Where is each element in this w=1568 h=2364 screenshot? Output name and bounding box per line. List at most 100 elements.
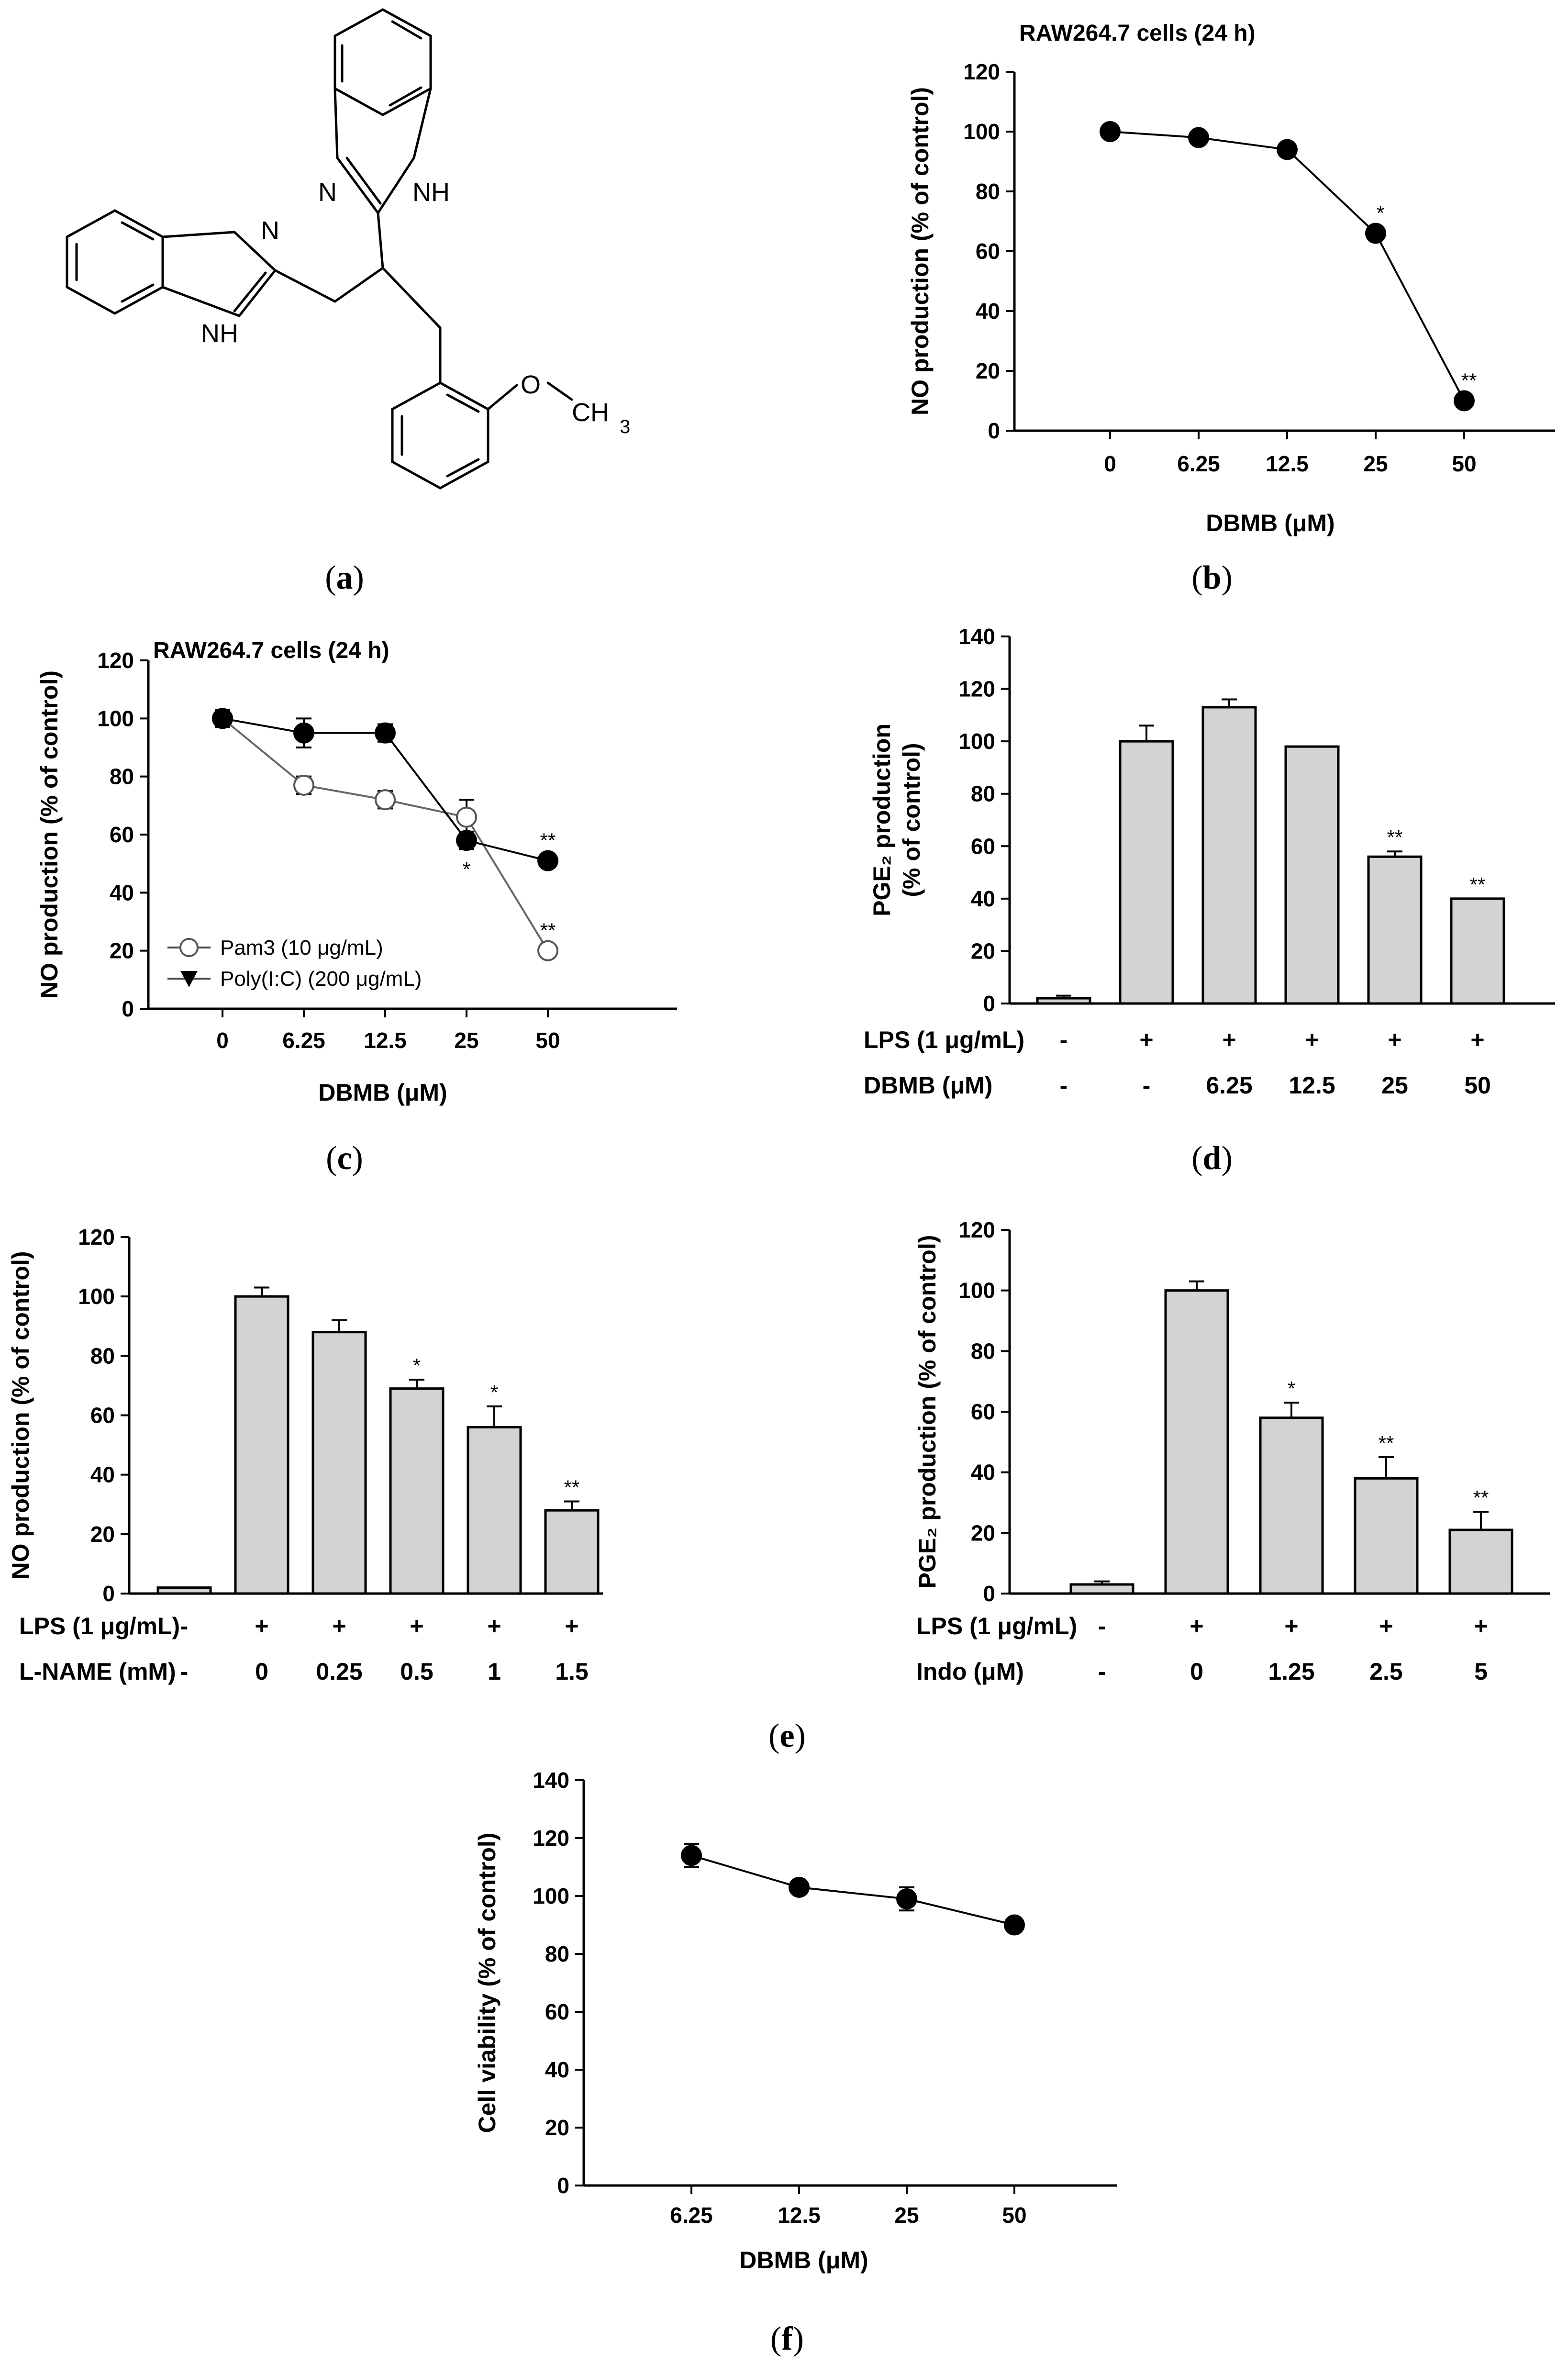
data-point (293, 774, 314, 796)
significance-marker: ** (1379, 1432, 1394, 1454)
y-tick-label: 40 (976, 299, 1000, 323)
significance-marker: ** (564, 1476, 580, 1499)
x-tick-label: 25 (454, 1028, 478, 1053)
chart-e-no-production-lname: 0 20 40 60 80 100 120 NO production (% of contr… (7, 1225, 603, 1685)
y-tick-label: 140 (958, 624, 995, 649)
row-value: 5 (1474, 1658, 1488, 1685)
bar (1036, 997, 1091, 1005)
x-axis-label: DBMB (μM) (739, 2247, 868, 2274)
bar (1259, 1416, 1324, 1595)
x-tick-label: 0 (1104, 451, 1116, 476)
x-tick-label: 50 (1452, 451, 1476, 476)
row-label: LPS (1 μg/mL) (916, 1613, 1077, 1639)
y-tick-label: 20 (110, 938, 134, 963)
row-value: + (1139, 1026, 1153, 1053)
significance-marker: ** (1470, 873, 1486, 896)
chart-c-no-production-tlr: 0 20 40 60 80 100 120 NO production (% of contr… (36, 638, 677, 1106)
data-point (789, 1876, 810, 1898)
significance-marker: * (463, 858, 470, 881)
significance-marker: * (1288, 1377, 1295, 1400)
y-axis-label: Cell viability (% of control) (474, 1833, 500, 2133)
panel-letter-a: (a) (325, 559, 364, 596)
y-axis-label: NO production (% of control) (7, 1251, 34, 1579)
atom-subscript-3: 3 (620, 416, 630, 437)
chart-title: RAW264.7 cells (24 h) (1019, 21, 1256, 46)
bar (1119, 740, 1174, 1005)
y-tick-label: 100 (958, 729, 995, 754)
data-point (537, 850, 558, 871)
row-value: + (1222, 1026, 1236, 1053)
y-tick-label: 120 (958, 1217, 995, 1242)
series-line (691, 1854, 1015, 1926)
y-tick-label: 100 (78, 1284, 115, 1309)
y-tick-label: 20 (971, 1520, 995, 1545)
y-tick-label: 100 (97, 706, 134, 731)
y-tick-label: 120 (78, 1225, 115, 1249)
y-tick-label: 40 (545, 2057, 569, 2082)
bar (1164, 1289, 1229, 1595)
y-tick-label: 80 (976, 179, 1000, 204)
bar (1069, 1583, 1134, 1595)
data-point (1277, 139, 1298, 160)
row-value: + (487, 1613, 501, 1639)
row-value: 12.5 (1289, 1072, 1335, 1099)
x-tick-label: 25 (1363, 451, 1388, 476)
y-tick-label: 80 (971, 781, 995, 806)
row-value: 2.5 (1369, 1658, 1403, 1685)
row-label: LPS (1 μg/mL) (864, 1026, 1024, 1053)
y-tick-label: 0 (557, 2173, 569, 2198)
row-value: 0 (1190, 1658, 1203, 1685)
atom-nh-upper: NH (412, 178, 450, 207)
row-value: 1.25 (1268, 1658, 1314, 1685)
row-value: + (1388, 1026, 1401, 1053)
bar (1201, 706, 1257, 1005)
y-tick-label: 60 (971, 834, 995, 859)
row-value: + (565, 1613, 578, 1639)
y-tick-label: 0 (102, 1581, 115, 1606)
panel-letter-d: (d) (1191, 1140, 1233, 1177)
row-label: L-NAME (mM) (19, 1658, 176, 1685)
x-tick-label: 50 (535, 1028, 560, 1053)
y-tick-label: 120 (533, 1826, 569, 1851)
x-tick-label: 6.25 (282, 1028, 325, 1053)
bar (311, 1331, 367, 1595)
bar (389, 1387, 445, 1595)
y-tick-label: 80 (90, 1343, 115, 1368)
y-tick-label: 60 (971, 1399, 995, 1424)
data-point (1188, 127, 1209, 148)
row-value: 50 (1464, 1072, 1491, 1099)
atom-n-upper: N (318, 178, 337, 207)
bar (544, 1509, 600, 1595)
x-tick-label: 12.5 (778, 2203, 821, 2228)
data-point (537, 940, 558, 961)
chart-title: RAW264.7 cells (24 h) (153, 638, 389, 663)
legend-marker-triangle (180, 971, 198, 987)
row-value: 25 (1381, 1072, 1408, 1099)
significance-marker: ** (540, 919, 556, 942)
row-label: Indo (μM) (916, 1658, 1024, 1685)
y-tick-label: 40 (971, 886, 995, 911)
data-point (375, 789, 396, 811)
x-axis-label: DBMB (μM) (1206, 510, 1334, 536)
chart-e-pge2-production-indo: 0 20 40 60 80 100 120 PGE₂ production (% of con… (914, 1217, 1550, 1685)
series-line (222, 717, 549, 951)
bar (234, 1295, 289, 1595)
row-value: - (1060, 1072, 1068, 1099)
bar (1450, 897, 1505, 1005)
data-point (896, 1888, 917, 1910)
y-tick-label: 100 (533, 1884, 569, 1908)
data-point (456, 806, 477, 828)
data-point (293, 722, 314, 744)
data-point (212, 708, 233, 729)
row-value: - (1098, 1613, 1106, 1639)
x-tick-label: 6.25 (1177, 451, 1220, 476)
data-point (456, 830, 477, 851)
x-tick-label: 0 (216, 1028, 229, 1053)
y-tick-label: 20 (545, 2115, 569, 2140)
bar (1448, 1528, 1513, 1595)
y-tick-label: 40 (90, 1462, 115, 1487)
molecule-structure: N NH N NH O CH 3 (66, 8, 630, 490)
significance-marker: * (1377, 202, 1384, 224)
y-axis-label: PGE₂ production (868, 724, 895, 916)
